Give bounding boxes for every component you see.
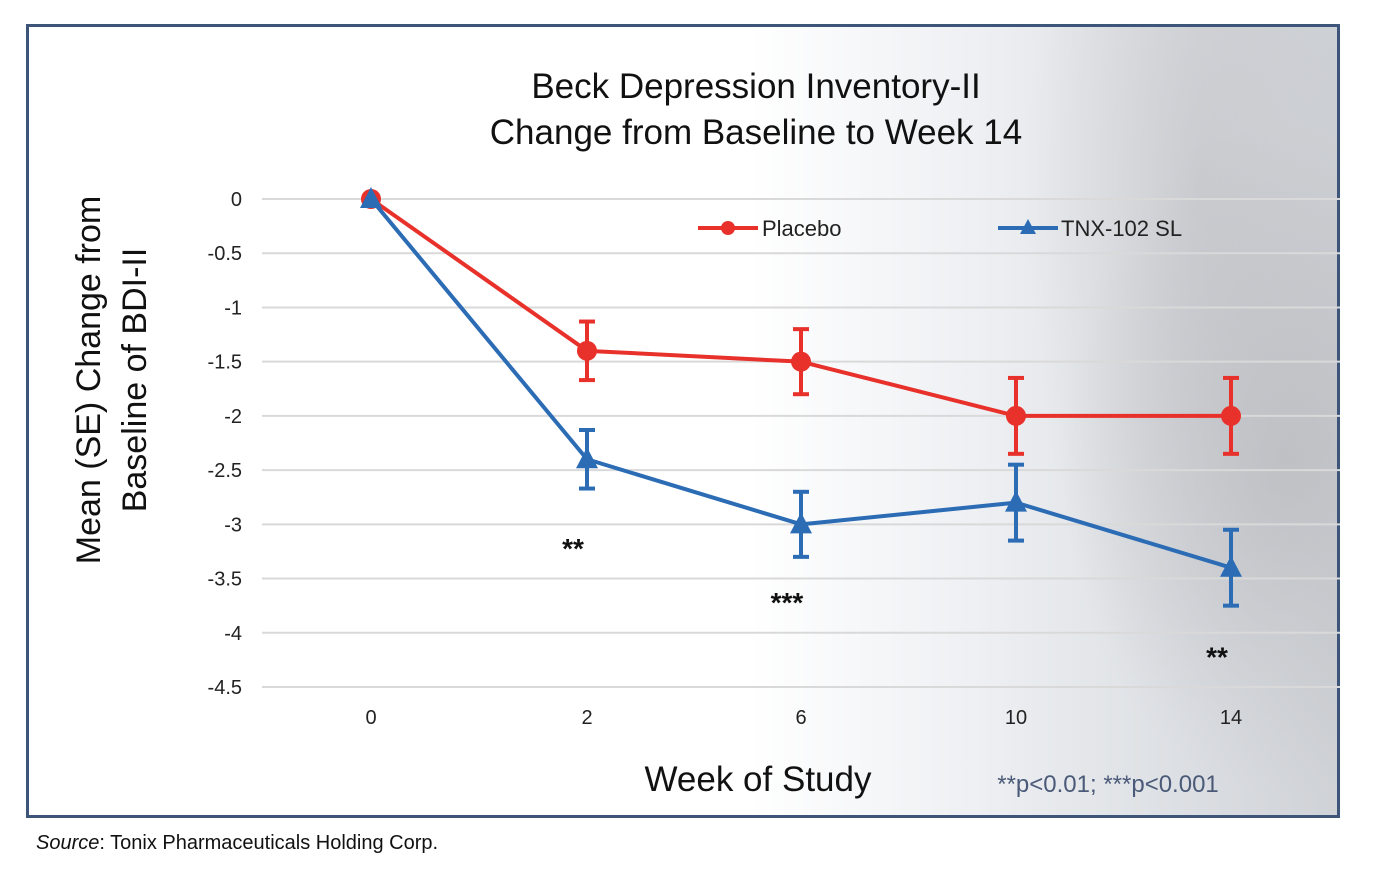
- y-tick-label: -2: [224, 406, 242, 428]
- y-tick-label: -1.5: [208, 352, 242, 374]
- y-tick-label: -4.5: [208, 677, 242, 699]
- x-axis-ticks: 0 2 6 10 14: [365, 707, 1242, 729]
- y-axis-label-line-2: Baseline of BDI-II: [116, 248, 154, 513]
- x-axis-label: Week of Study: [645, 760, 872, 799]
- y-tick-label: -2.5: [208, 460, 242, 482]
- data-point[interactable]: [1221, 405, 1241, 426]
- significance-marker: ***: [771, 587, 804, 618]
- data-point[interactable]: [1220, 555, 1242, 577]
- data-point[interactable]: [790, 512, 812, 534]
- legend-label-placebo: Placebo: [762, 216, 842, 241]
- y-axis-ticks: 0 -0.5 -1 -1.5 -2 -2.5 -3 -3.5 -4 -4.5: [208, 189, 242, 699]
- x-tick-label: 10: [1005, 707, 1027, 729]
- legend-marker-placebo: [721, 221, 735, 235]
- x-tick-label: 0: [365, 707, 376, 729]
- legend-marker-tnx: [1020, 219, 1036, 234]
- data-point[interactable]: [576, 447, 598, 469]
- x-tick-label: 6: [795, 707, 806, 729]
- significance-marker: **: [562, 533, 584, 564]
- y-tick-label: -4: [224, 623, 242, 645]
- significance-marker: **: [1206, 641, 1228, 672]
- y-axis-label: Mean (SE) Change from Baseline of BDI-II: [70, 196, 154, 565]
- y-tick-label: -1: [224, 297, 242, 319]
- chart-title-line-1: Beck Depression Inventory-II: [531, 67, 980, 106]
- significance-annotations: *******: [562, 533, 1228, 672]
- series-tnx-102-sl: [360, 187, 1242, 608]
- data-point[interactable]: [1005, 490, 1027, 512]
- data-point[interactable]: [1006, 405, 1026, 426]
- legend-label-tnx: TNX-102 SL: [1061, 216, 1182, 241]
- series-group: [360, 187, 1242, 608]
- series-placebo: [361, 189, 1241, 456]
- x-tick-label: 14: [1220, 707, 1242, 729]
- legend-item-tnx[interactable]: TNX-102 SL: [998, 216, 1182, 241]
- chart-frame: [26, 24, 1340, 818]
- y-tick-label: -3.5: [208, 569, 242, 591]
- chart-title-line-2: Change from Baseline to Week 14: [490, 113, 1022, 152]
- source-caption: Source: Tonix Pharmaceuticals Holding Co…: [36, 832, 438, 855]
- y-tick-label: 0: [231, 189, 242, 211]
- y-tick-label: -3: [224, 514, 242, 536]
- background-image: [997, 27, 1337, 815]
- y-tick-label: -0.5: [208, 243, 242, 265]
- p-value-footnote: **p<0.01; ***p<0.001: [997, 771, 1219, 798]
- source-label: Source: [36, 832, 100, 854]
- x-tick-label: 2: [581, 707, 592, 729]
- legend-item-placebo[interactable]: Placebo: [698, 216, 842, 241]
- legend: Placebo TNX-102 SL: [698, 216, 1182, 241]
- data-point[interactable]: [360, 187, 382, 208]
- y-axis-label-line-1: Mean (SE) Change from: [70, 196, 108, 565]
- data-point[interactable]: [577, 340, 597, 361]
- data-point[interactable]: [791, 351, 811, 372]
- source-text: : Tonix Pharmaceuticals Holding Corp.: [99, 832, 439, 854]
